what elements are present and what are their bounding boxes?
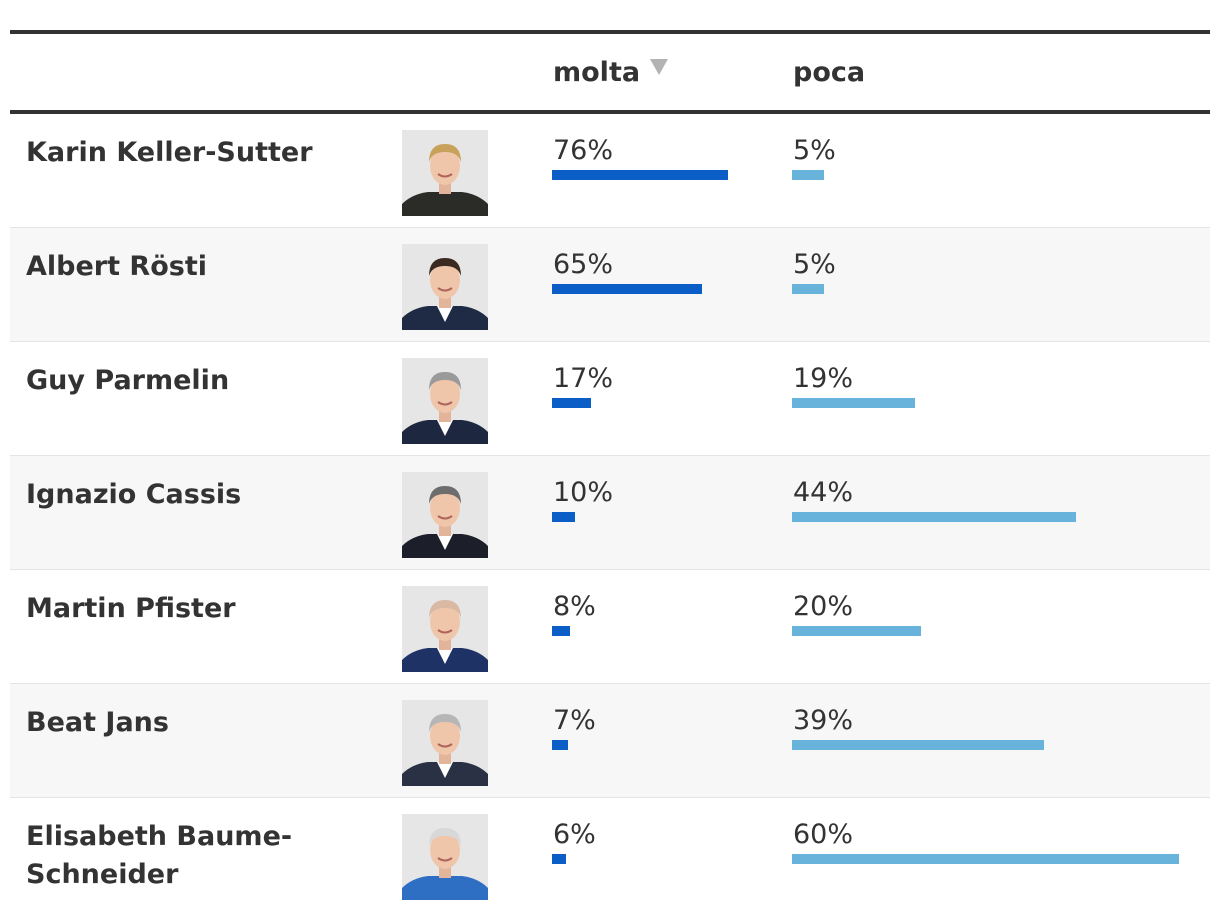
poca-percentage: 44% [793,477,854,508]
member-portrait [402,244,488,330]
top-rule [10,30,1210,34]
table-header: molta poca [10,34,1210,114]
molta-bar [552,854,566,864]
member-name: Ignazio Cassis [26,479,242,510]
poca-percentage: 5% [793,135,836,166]
molta-percentage: 6% [553,819,596,850]
column-header-molta[interactable]: molta [553,56,669,90]
molta-bar [552,398,591,408]
column-header-molta-label: molta [553,57,641,88]
poca-percentage: 39% [793,705,854,736]
column-header-poca[interactable]: poca [793,56,865,90]
molta-percentage: 7% [553,705,596,736]
molta-percentage: 76% [553,135,614,166]
table-row: Elisabeth Baume-Schneider 6% 60% [10,798,1210,918]
member-name: Albert Rösti [26,251,207,282]
member-portrait [402,814,488,900]
table-row: Guy Parmelin 17% 19% [10,342,1210,456]
member-name: Guy Parmelin [26,365,230,396]
member-name: Elisabeth Baume-Schneider [26,821,293,890]
table-row: Ignazio Cassis 10% 44% [10,456,1210,570]
member-portrait [402,472,488,558]
poca-bar [792,284,824,294]
molta-bar [552,170,728,180]
member-portrait [402,700,488,786]
member-portrait [402,130,488,216]
molta-bar [552,626,570,636]
molta-percentage: 17% [553,363,614,394]
member-name: Karin Keller-Sutter [26,137,313,168]
poca-percentage: 5% [793,249,836,280]
molta-bar [552,512,575,522]
member-portrait [402,358,488,444]
poca-bar [792,398,915,408]
poca-percentage: 60% [793,819,854,850]
molta-percentage: 10% [553,477,614,508]
table-body: Karin Keller-Sutter 76% 5% Albert Rösti 65% 5… [10,114,1210,918]
molta-bar [552,740,568,750]
table-row: Karin Keller-Sutter 76% 5% [10,114,1210,228]
member-name: Martin Pfister [26,593,236,624]
table-row: Beat Jans 7% 39% [10,684,1210,798]
member-name: Beat Jans [26,707,169,738]
molta-percentage: 8% [553,591,596,622]
column-header-poca-label: poca [793,57,866,88]
table-row: Martin Pfister 8% 20% [10,570,1210,684]
poca-bar [792,626,921,636]
poca-bar [792,170,824,180]
poca-percentage: 19% [793,363,854,394]
member-portrait [402,586,488,672]
molta-bar [552,284,702,294]
table-row: Albert Rösti 65% 5% [10,228,1210,342]
poca-percentage: 20% [793,591,854,622]
federal-council-rating-table: molta poca Karin Keller-Sutter 76% 5% Alber… [10,30,1210,918]
molta-percentage: 65% [553,249,614,280]
poca-bar [792,512,1076,522]
sort-descending-icon [650,59,669,75]
poca-bar [792,740,1044,750]
poca-bar [792,854,1179,864]
